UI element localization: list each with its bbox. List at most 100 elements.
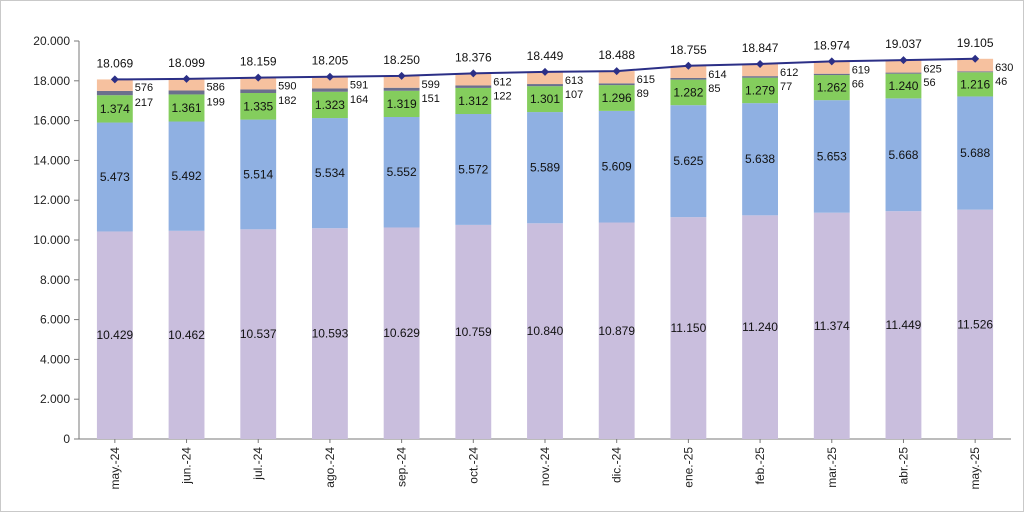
y-tick-label: 14.000 [33,153,70,167]
bar-segment [885,72,922,74]
bar-segment [670,77,707,80]
segment-value-label: 5.638 [745,152,775,166]
small-segment-label: 66 [852,78,864,90]
small-segment-label: 599 [422,79,440,91]
segment-value-label: 1.216 [960,77,990,91]
segment-value-label: 5.473 [100,170,130,184]
y-axis-ticks: 0 2.000 4.000 6.000 8.000 10.000 12.000 14.000 1… [33,34,79,446]
bar-segment [885,211,922,439]
y-tick-label: 16.000 [33,114,70,128]
bar-segment [455,73,492,86]
bar-segment [670,105,707,218]
bar-segment [240,89,277,94]
segment-value-label: 10.593 [312,327,349,341]
small-segment-label: 217 [135,97,153,109]
segment-value-label: 11.449 [886,318,922,332]
small-segment-label: 89 [637,88,649,100]
x-category-label: sep.-24 [395,447,409,487]
y-tick-label: 20.000 [33,34,70,48]
small-segment-label: 164 [350,94,368,106]
bar-segment [742,76,778,78]
bar-segment [168,90,205,95]
bar-segment [383,87,420,91]
bar-segment [885,60,922,73]
segment-value-label: 11.240 [742,320,778,334]
y-tick-label: 2.000 [40,392,70,406]
x-category-label: may.-24 [108,447,122,490]
bar-segment [312,88,348,92]
bar-segment [742,103,778,216]
bar-segment [957,96,994,210]
x-category-label: abr.-25 [896,447,910,485]
segment-value-label: 10.462 [168,328,205,342]
bar-segment [455,85,492,88]
segment-value-label: 1.361 [172,101,202,115]
small-segment-label: 151 [422,93,440,105]
totals-point-marker [110,75,119,84]
bar-segment [742,77,778,104]
bar-segment [168,230,205,439]
bar-segment [312,76,348,89]
totals-point-marker [325,72,334,81]
y-tick-label: 4.000 [40,352,70,366]
small-segment-label: 614 [708,69,726,81]
bar-segment [813,61,850,74]
totals-point-marker [254,73,263,82]
segment-value-label: 5.552 [387,165,417,179]
small-segment-label: 613 [565,75,583,87]
x-category-label: dic.-24 [610,447,624,483]
segment-value-label: 5.589 [530,161,560,175]
segment-value-label: 1.240 [888,79,918,93]
segment-value-label: 5.534 [315,166,345,180]
small-segment-label: 46 [995,76,1007,88]
bar-segment [96,122,133,232]
bar-segment [240,77,277,90]
bar-segment [957,71,994,73]
bar-segment [598,83,635,86]
segment-value-label: 11.526 [957,317,993,331]
small-segment-label: 85 [708,83,720,95]
segment-value-label: 1.323 [315,98,345,112]
small-segment-label: 630 [995,62,1013,74]
total-value-label: 18.488 [598,48,635,62]
x-category-label: feb.-25 [753,447,767,485]
bar-segment [670,65,707,78]
bar-segment [670,217,707,439]
segment-value-label: 10.879 [598,324,635,338]
totals-point-marker [899,56,908,65]
x-category-label: may.-25 [968,447,982,490]
bar-segment [598,71,635,84]
bar-segment [383,90,420,117]
bar-segment [240,229,277,439]
bar-segment [742,63,778,77]
segment-value-label: 5.609 [602,160,632,174]
segment-value-label: 10.429 [96,328,133,342]
segment-value-label: 10.840 [527,324,564,338]
bar-segment [168,78,205,91]
bar-segment [598,85,635,111]
bar-segment [527,112,563,224]
bar-segment [240,119,277,230]
segment-value-label: 1.312 [458,94,488,108]
total-value-label: 19.037 [885,37,922,51]
total-value-label: 18.250 [383,53,420,67]
segment-value-label: 1.374 [100,102,130,116]
small-segment-label: 576 [135,82,153,94]
bar-segment [813,75,850,101]
bar-segment [957,209,994,439]
y-tick-label: 10.000 [33,233,70,247]
x-category-label: mar.-25 [825,447,839,488]
bar-segment [813,73,850,76]
segment-value-label: 11.150 [670,321,706,335]
total-value-label: 19.105 [957,36,994,50]
bar-segment [455,87,492,115]
x-category-label: ago.-24 [323,447,337,488]
totals-point-marker [182,74,191,83]
total-value-label: 18.069 [96,56,133,70]
segment-value-label: 5.668 [888,148,918,162]
segment-value-label: 5.653 [817,149,847,163]
x-axis-labels: may.-24 jun.-24 jul.-24 ago.-24 sep.-24 oct.-… [108,439,982,489]
segment-value-label: 5.572 [458,162,488,176]
bar-segment [312,91,348,119]
totals-point-marker [541,67,549,76]
